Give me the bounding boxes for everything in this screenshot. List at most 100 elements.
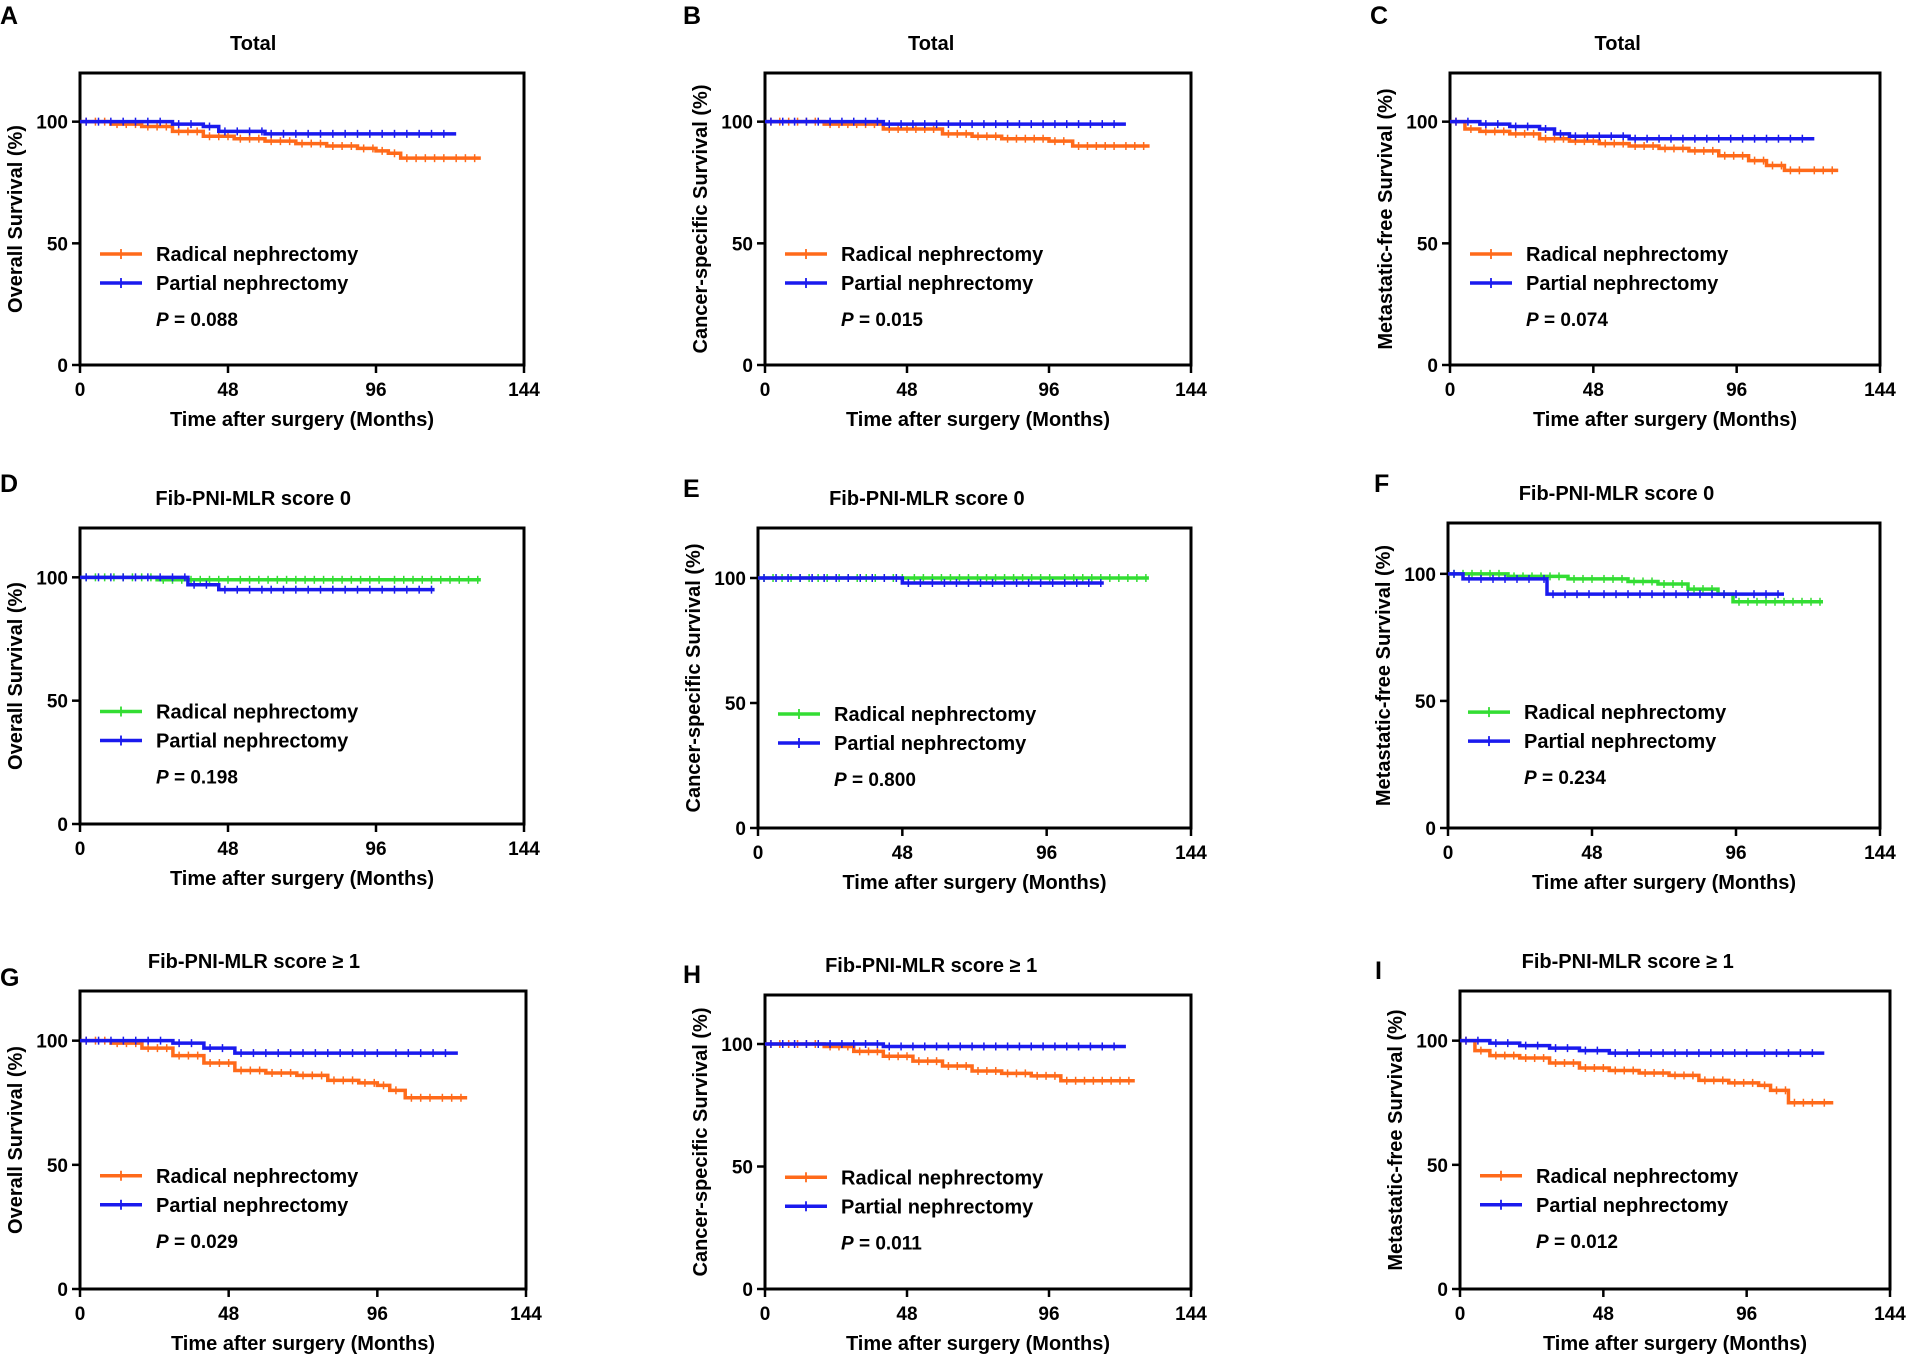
- panel-letter-g: G: [0, 964, 19, 992]
- y-tick-label: 0: [742, 1280, 753, 1301]
- p-symbol: P: [841, 1233, 854, 1254]
- x-tick-label: 144: [1175, 843, 1207, 864]
- series-line-partial-a: [80, 119, 457, 136]
- chart-title-d: Fib-PNI-MLR score 0: [155, 488, 351, 510]
- panel-letter-e: E: [683, 475, 700, 503]
- chart-title-a: Total: [230, 33, 276, 55]
- x-axis-label-g: Time after surgery (Months): [171, 1333, 435, 1355]
- y-tick-label: 100: [36, 568, 68, 589]
- series-line-radical-i: [1460, 1038, 1834, 1105]
- series-line-partial-f: [1448, 572, 1784, 596]
- x-tick-label: 48: [896, 1304, 917, 1325]
- series-line-partial-i: [1460, 1038, 1825, 1055]
- x-axis-label-c: Time after surgery (Months): [1533, 409, 1797, 431]
- plot-frame-e: [756, 526, 1193, 830]
- legend-label: Partial nephrectomy: [834, 733, 1027, 755]
- x-tick-label: 0: [1455, 1304, 1466, 1325]
- y-axis-label-d: Overall Survival (%): [5, 582, 27, 770]
- x-tick-label: 48: [896, 380, 917, 401]
- y-tick-label: 0: [1437, 1280, 1448, 1301]
- legend-label: Partial nephrectomy: [1526, 273, 1719, 295]
- plot-frame-h: [763, 993, 1193, 1291]
- y-tick-label: 50: [47, 692, 68, 713]
- y-axis-label-b: Cancer-specific Survival (%): [690, 85, 712, 354]
- x-tick-label: 48: [892, 843, 913, 864]
- y-axis-label-a: Overall Survival (%): [5, 125, 27, 313]
- y-tick-label: 0: [1427, 356, 1438, 377]
- legend-label: Radical nephrectomy: [1524, 702, 1727, 724]
- y-tick-label: 100: [721, 1035, 753, 1056]
- y-axis-label-e: Cancer-specific Survival (%): [683, 544, 705, 813]
- legend-label: Radical nephrectomy: [841, 1167, 1044, 1189]
- p-value-i: P = 0.012: [1536, 1232, 1618, 1253]
- y-axis-label-g: Overall Survival (%): [5, 1046, 27, 1234]
- panel-letter-b: B: [683, 2, 701, 30]
- p-symbol: P: [156, 1232, 169, 1253]
- x-tick-label: 96: [1725, 843, 1746, 864]
- x-axis-label-d: Time after surgery (Months): [170, 868, 434, 890]
- plot-frame-i: [1458, 989, 1892, 1291]
- p-value-number: = 0.800: [847, 770, 916, 791]
- panel-f: F Fib-PNI-MLR score 0 0 48 96 144 0 50 100 Time a…: [1373, 470, 1896, 894]
- series-line-radical-g: [80, 1038, 468, 1100]
- y-tick-label: 50: [1415, 692, 1436, 713]
- p-symbol: P: [156, 310, 169, 331]
- x-tick-label: 96: [1038, 1304, 1059, 1325]
- chart-title-h: Fib-PNI-MLR score ≥ 1: [825, 955, 1037, 977]
- plot-frame-b: [763, 71, 1193, 367]
- panel-i: I Fib-PNI-MLR score ≥ 1 0 48 96 144 0 50 100 Time…: [1375, 951, 1906, 1355]
- series-line-radical-c: [1450, 119, 1839, 173]
- x-tick-label: 48: [1583, 380, 1604, 401]
- p-value-a: P = 0.088: [156, 310, 238, 331]
- p-symbol: P: [156, 768, 169, 789]
- x-tick-label: 0: [753, 843, 764, 864]
- chart-title-e: Fib-PNI-MLR score 0: [829, 488, 1025, 510]
- y-tick-label: 50: [47, 1156, 68, 1177]
- plot-frame-f: [1446, 521, 1882, 830]
- x-tick-label: 48: [1581, 843, 1602, 864]
- y-tick-label: 100: [1404, 565, 1436, 586]
- x-axis-label-a: Time after surgery (Months): [170, 409, 434, 431]
- x-axis-label-h: Time after surgery (Months): [846, 1333, 1110, 1355]
- legend-label: Radical nephrectomy: [156, 702, 359, 724]
- x-axis-label-b: Time after surgery (Months): [846, 409, 1110, 431]
- panel-g: G Fib-PNI-MLR score ≥ 1 0 48 96 144 0 50 100 Time…: [0, 951, 542, 1355]
- panel-letter-i: I: [1375, 957, 1382, 985]
- x-tick-label: 0: [1443, 843, 1454, 864]
- p-value-number: = 0.012: [1549, 1232, 1618, 1253]
- x-tick-label: 0: [75, 1304, 86, 1325]
- y-tick-label: 0: [57, 1280, 68, 1301]
- series-line-partial-d: [80, 575, 435, 592]
- x-tick-label: 48: [1593, 1304, 1614, 1325]
- chart-title-i: Fib-PNI-MLR score ≥ 1: [1522, 951, 1734, 973]
- legend-label: Partial nephrectomy: [156, 731, 349, 753]
- plot-frame-c: [1448, 71, 1882, 367]
- y-axis-label-i: Metastatic-free Survival (%): [1385, 1009, 1407, 1270]
- p-value-number: = 0.074: [1539, 310, 1609, 331]
- y-tick-label: 50: [732, 234, 753, 255]
- x-tick-label: 96: [365, 839, 386, 860]
- x-tick-label: 96: [1038, 380, 1059, 401]
- y-tick-label: 100: [36, 113, 68, 134]
- legend-label: Partial nephrectomy: [1524, 731, 1717, 753]
- y-tick-label: 100: [714, 569, 746, 590]
- panel-e: E Fib-PNI-MLR score 0 0 48 96 144 0 50 100 Time a…: [683, 475, 1207, 894]
- panel-letter-h: H: [683, 961, 701, 989]
- x-tick-label: 144: [510, 1304, 542, 1325]
- p-value-e: P = 0.800: [834, 770, 916, 791]
- legend-label: Partial nephrectomy: [841, 1196, 1034, 1218]
- y-axis-label-h: Cancer-specific Survival (%): [690, 1008, 712, 1277]
- p-symbol: P: [834, 770, 847, 791]
- y-tick-label: 0: [1425, 819, 1436, 840]
- x-tick-label: 48: [217, 839, 238, 860]
- y-tick-label: 50: [1427, 1156, 1448, 1177]
- y-tick-label: 0: [57, 815, 68, 836]
- plot-frame-d: [78, 526, 526, 826]
- x-tick-label: 0: [760, 380, 771, 401]
- x-tick-label: 0: [75, 839, 86, 860]
- y-tick-label: 100: [1416, 1032, 1448, 1053]
- legend-label: Partial nephrectomy: [156, 273, 349, 295]
- y-tick-label: 50: [725, 694, 746, 715]
- panel-h: H Fib-PNI-MLR score ≥ 1 0 48 96 144 0 50 100 Time…: [683, 955, 1207, 1355]
